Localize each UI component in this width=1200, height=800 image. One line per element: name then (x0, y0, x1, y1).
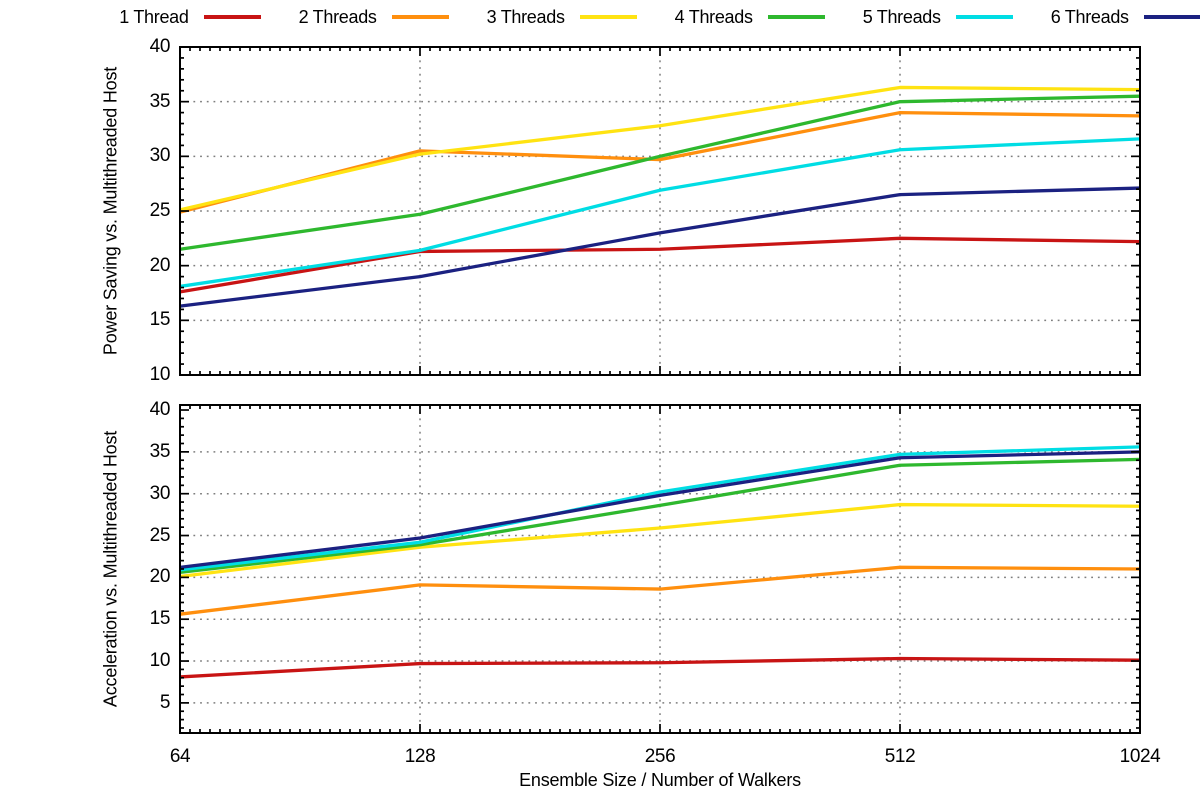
x-axis-label: Ensemble Size / Number of Walkers (519, 770, 801, 790)
y-tick-label: 5 (159, 691, 171, 713)
series-6-threads (179, 186, 1141, 308)
series-6-threads (179, 450, 1141, 569)
legend-item-1-thread: 1 Thread (119, 6, 261, 28)
legend-label: 1 Thread (119, 6, 189, 27)
legend-line-swatch (955, 15, 1013, 19)
series-4-threads (179, 457, 1141, 574)
series-5-threads (179, 137, 1141, 289)
acceleration-chart (179, 404, 1141, 734)
y-tick-label: 15 (149, 608, 171, 630)
y-tick-label: 20 (149, 566, 171, 588)
x-tick-label: 1024 (1119, 746, 1161, 767)
y-tick-label: 10 (149, 364, 171, 385)
y-tick-label: 10 (149, 650, 171, 672)
legend-item-4-threads: 4 Threads (675, 7, 825, 28)
series-3-threads (179, 85, 1141, 212)
legend-item-6-threads: 6 Threads (1051, 7, 1200, 28)
series-4-threads (179, 94, 1141, 251)
legend-label: 4 Threads (674, 6, 753, 27)
legend-item-3-threads: 3 Threads (487, 7, 637, 28)
series-1-thread (179, 656, 1141, 679)
series-1-thread (179, 236, 1141, 294)
x-tick-label: 256 (644, 746, 676, 767)
x-tick-label: 128 (404, 746, 436, 767)
y-tick-label: 40 (149, 36, 171, 57)
legend-label: 3 Threads (486, 6, 565, 27)
legend-label: 2 Threads (298, 6, 377, 27)
y-tick-label: 25 (149, 200, 171, 221)
series-3-threads (179, 502, 1141, 579)
y-tick-label: 35 (149, 440, 171, 462)
legend-line-swatch (1143, 15, 1200, 19)
y-tick-label: 15 (149, 309, 171, 331)
y-tick-label: 30 (149, 145, 171, 167)
y-tick-label: 25 (149, 524, 171, 546)
legend-line-swatch (391, 15, 449, 19)
power-saving-chart (179, 46, 1141, 376)
legend-label: 6 Threads (1050, 6, 1129, 27)
y-tick-label: 20 (149, 254, 171, 276)
legend-line-swatch (203, 15, 261, 19)
series-2-threads (179, 565, 1141, 616)
legend: 1 Thread 2 Threads 3 Threads 4 Threads 5 Thr… (119, 6, 1200, 28)
y-tick-label: 40 (149, 399, 171, 421)
x-tick-label: 64 (169, 746, 191, 767)
legend-label: 5 Threads (862, 6, 941, 27)
x-tick-label: 512 (884, 746, 916, 767)
y-tick-label: 35 (149, 90, 171, 112)
legend-item-2-threads: 2 Threads (299, 7, 449, 28)
y-tick-label: 30 (149, 482, 171, 504)
legend-item-5-threads: 5 Threads (863, 7, 1013, 28)
legend-line-swatch (579, 15, 637, 19)
series-5-threads (179, 445, 1141, 572)
legend-line-swatch (767, 15, 825, 19)
